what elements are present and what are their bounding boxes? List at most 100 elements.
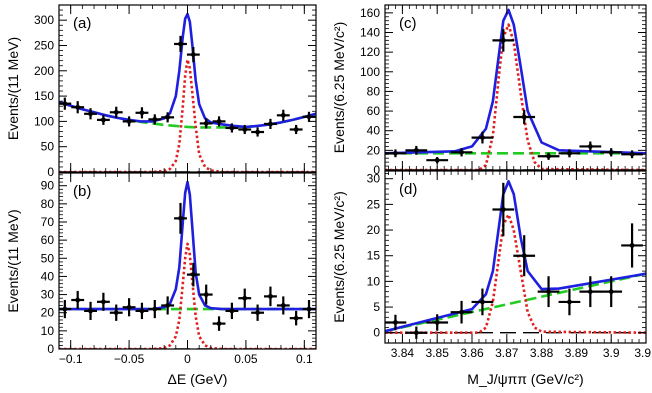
data-point xyxy=(276,296,290,315)
data-point xyxy=(135,107,149,119)
data-point xyxy=(471,131,494,144)
curve-signal xyxy=(59,242,316,349)
plot-area xyxy=(59,12,316,172)
panel-d: 0 5 10 15 20 25 30 3.84 3.85 3.86 3.87 3.88 3.89 3.9 3… xyxy=(331,170,652,387)
y-tick-label: 80 xyxy=(41,197,55,211)
data-point xyxy=(513,235,536,277)
data-point xyxy=(148,114,162,125)
data-point xyxy=(96,292,110,311)
data-point xyxy=(405,145,428,155)
y-tick-label: 70 xyxy=(41,215,55,229)
data-point xyxy=(186,47,200,63)
data-point xyxy=(122,116,136,127)
y-tick-label: 90 xyxy=(41,179,55,193)
data-point xyxy=(579,276,602,308)
y-axis-title: Events/(11 MeV) xyxy=(5,209,21,312)
data-point xyxy=(492,29,515,52)
y-axis-title: Events/(11 MeV) xyxy=(5,37,21,140)
x-tick-label: 3.9 xyxy=(603,346,620,360)
y-tick-label: 30 xyxy=(41,288,55,302)
y-tick-label: 250 xyxy=(34,38,54,52)
y-tick-label: 60 xyxy=(41,233,55,247)
data-point xyxy=(471,288,494,316)
data-point xyxy=(135,302,149,320)
x-tick-label: 3.87 xyxy=(495,346,519,360)
data-point xyxy=(289,310,303,326)
data-point xyxy=(109,304,123,321)
data-point xyxy=(212,116,226,127)
y-tick-label: 0 xyxy=(373,163,380,177)
data-point xyxy=(186,262,200,287)
data-point xyxy=(109,106,123,118)
x-tick-label: −0.1 xyxy=(59,352,83,366)
y-tick-label: 5 xyxy=(373,300,380,314)
y-tick-label: 50 xyxy=(41,251,55,265)
data-point xyxy=(84,108,97,120)
y-tick-label: 20 xyxy=(367,223,381,237)
curve-signal xyxy=(385,23,646,170)
curve-signal xyxy=(385,213,646,335)
y-tick-label: 10 xyxy=(41,324,55,338)
y-tick-label: 160 xyxy=(360,6,380,20)
x-tick-label: 3.89 xyxy=(565,346,589,360)
data-point xyxy=(405,326,428,339)
data-point xyxy=(600,276,623,308)
data-point xyxy=(225,302,239,320)
y-tick-label: 30 xyxy=(367,172,381,186)
plot-frame xyxy=(58,4,317,173)
x-tick-label: 0.1 xyxy=(296,352,313,366)
panel-label: (b) xyxy=(73,183,91,200)
panel-c: 0 20 40 60 80 100 120 140 160 (c) Events/(6.25 MeV… xyxy=(331,4,647,177)
x-axis-title: ΔE (GeV) xyxy=(168,371,228,387)
y-tick-label: 25 xyxy=(367,197,381,211)
y-tick-label: 15 xyxy=(367,249,381,263)
y-axis-title: Events/(6.25 MeV/c²) xyxy=(331,22,347,154)
panel-a: 0 50 100 150 200 250 300 (a) Events/(11 MeV) xyxy=(5,4,317,179)
curve-signal xyxy=(59,58,316,172)
data-point xyxy=(174,202,187,234)
data-point xyxy=(426,314,449,331)
x-tick-label: 3.86 xyxy=(460,346,484,360)
y-tick-label: 60 xyxy=(367,104,381,118)
data-point xyxy=(251,304,265,321)
plot-area xyxy=(59,180,316,349)
data-point xyxy=(225,123,239,133)
x-tick-label: 0.05 xyxy=(234,352,258,366)
data-point xyxy=(238,288,252,308)
data-point xyxy=(621,223,643,268)
data-point xyxy=(212,316,226,331)
data-point xyxy=(450,300,473,324)
data-point xyxy=(537,152,560,160)
y-tick-label: 80 xyxy=(367,84,381,98)
y-axis-title: Events/(6.25 MeV/c²) xyxy=(331,191,347,323)
data-point xyxy=(199,118,213,129)
curve-total-fit xyxy=(385,8,646,155)
x-tick-label: 0 xyxy=(184,352,191,366)
data-point xyxy=(148,300,162,319)
data-point xyxy=(621,150,643,159)
y-tick-label: 200 xyxy=(34,64,54,78)
y-tick-label: 10 xyxy=(367,274,381,288)
data-point xyxy=(385,149,407,158)
data-point xyxy=(161,296,175,315)
x-tick-label: 3.91 xyxy=(634,346,652,360)
curve-total-fit xyxy=(385,179,646,333)
y-tick-label: 40 xyxy=(41,269,55,283)
x-tick-label: 3.85 xyxy=(426,346,450,360)
data-point xyxy=(264,118,277,129)
curve-background xyxy=(385,272,646,333)
y-tick-label: 120 xyxy=(360,45,380,59)
y-tick-label: 100 xyxy=(34,114,54,128)
data-point xyxy=(59,97,72,110)
data-point xyxy=(199,284,213,305)
data-point xyxy=(251,127,265,137)
data-point xyxy=(302,111,316,122)
y-tick-label: 40 xyxy=(367,124,381,138)
data-point xyxy=(579,141,602,152)
data-point xyxy=(122,298,136,317)
data-point xyxy=(537,276,560,308)
data-point xyxy=(71,101,85,114)
plot-area xyxy=(385,8,646,170)
data-point xyxy=(84,301,97,320)
panel-b: 0 10 20 30 40 50 60 70 80 90 −0.1 −0.05 0 0.05 0.1 (b) E… xyxy=(5,172,317,387)
